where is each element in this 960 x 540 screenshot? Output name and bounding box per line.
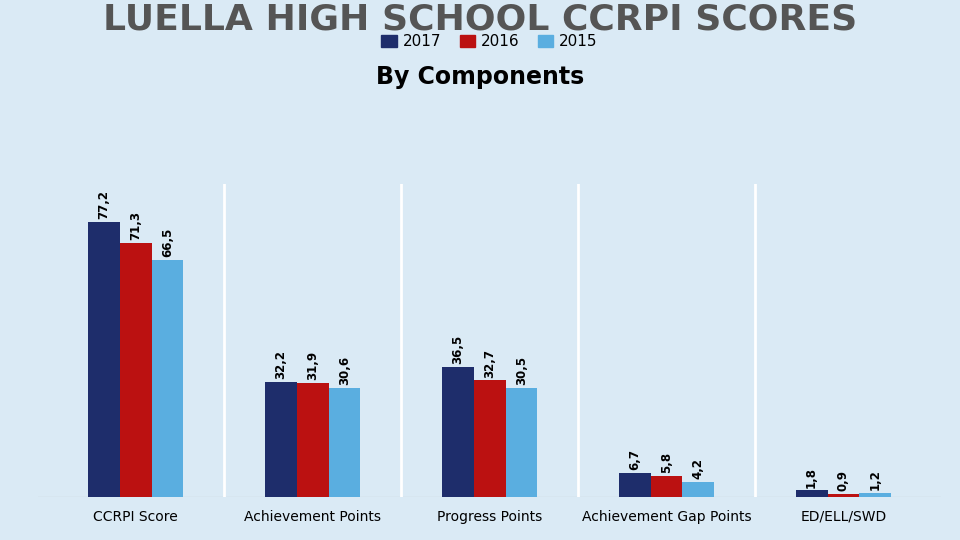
Bar: [152, 260, 183, 497]
Text: 31,9: 31,9: [306, 352, 319, 380]
Text: 6,7: 6,7: [628, 449, 641, 470]
Bar: [473, 380, 506, 497]
Bar: [442, 367, 473, 497]
Text: 36,5: 36,5: [451, 335, 465, 364]
Legend: 2017, 2016, 2015: 2017, 2016, 2015: [375, 29, 604, 56]
Text: 66,5: 66,5: [161, 228, 174, 257]
Bar: [651, 476, 683, 497]
Text: 30,6: 30,6: [338, 356, 351, 385]
Bar: [506, 388, 538, 497]
Bar: [88, 222, 120, 497]
Text: By Components: By Components: [376, 65, 584, 89]
Bar: [297, 383, 328, 497]
Text: 71,3: 71,3: [130, 211, 142, 240]
Text: LUELLA HIGH SCHOOL CCRPI SCORES: LUELLA HIGH SCHOOL CCRPI SCORES: [103, 3, 857, 37]
Bar: [120, 243, 152, 497]
Text: 32,7: 32,7: [483, 349, 496, 377]
Text: 5,8: 5,8: [660, 452, 673, 473]
Bar: [619, 473, 651, 497]
Text: 77,2: 77,2: [97, 190, 110, 219]
Text: 30,5: 30,5: [515, 356, 528, 386]
Bar: [265, 382, 297, 497]
Bar: [828, 494, 859, 497]
Text: 1,8: 1,8: [805, 467, 818, 488]
Text: 1,2: 1,2: [869, 469, 882, 490]
Text: 32,2: 32,2: [275, 350, 287, 379]
Bar: [796, 490, 828, 497]
Bar: [683, 482, 714, 497]
Text: 4,2: 4,2: [692, 458, 705, 479]
Bar: [859, 492, 891, 497]
Text: 0,9: 0,9: [837, 470, 850, 491]
Bar: [328, 388, 360, 497]
